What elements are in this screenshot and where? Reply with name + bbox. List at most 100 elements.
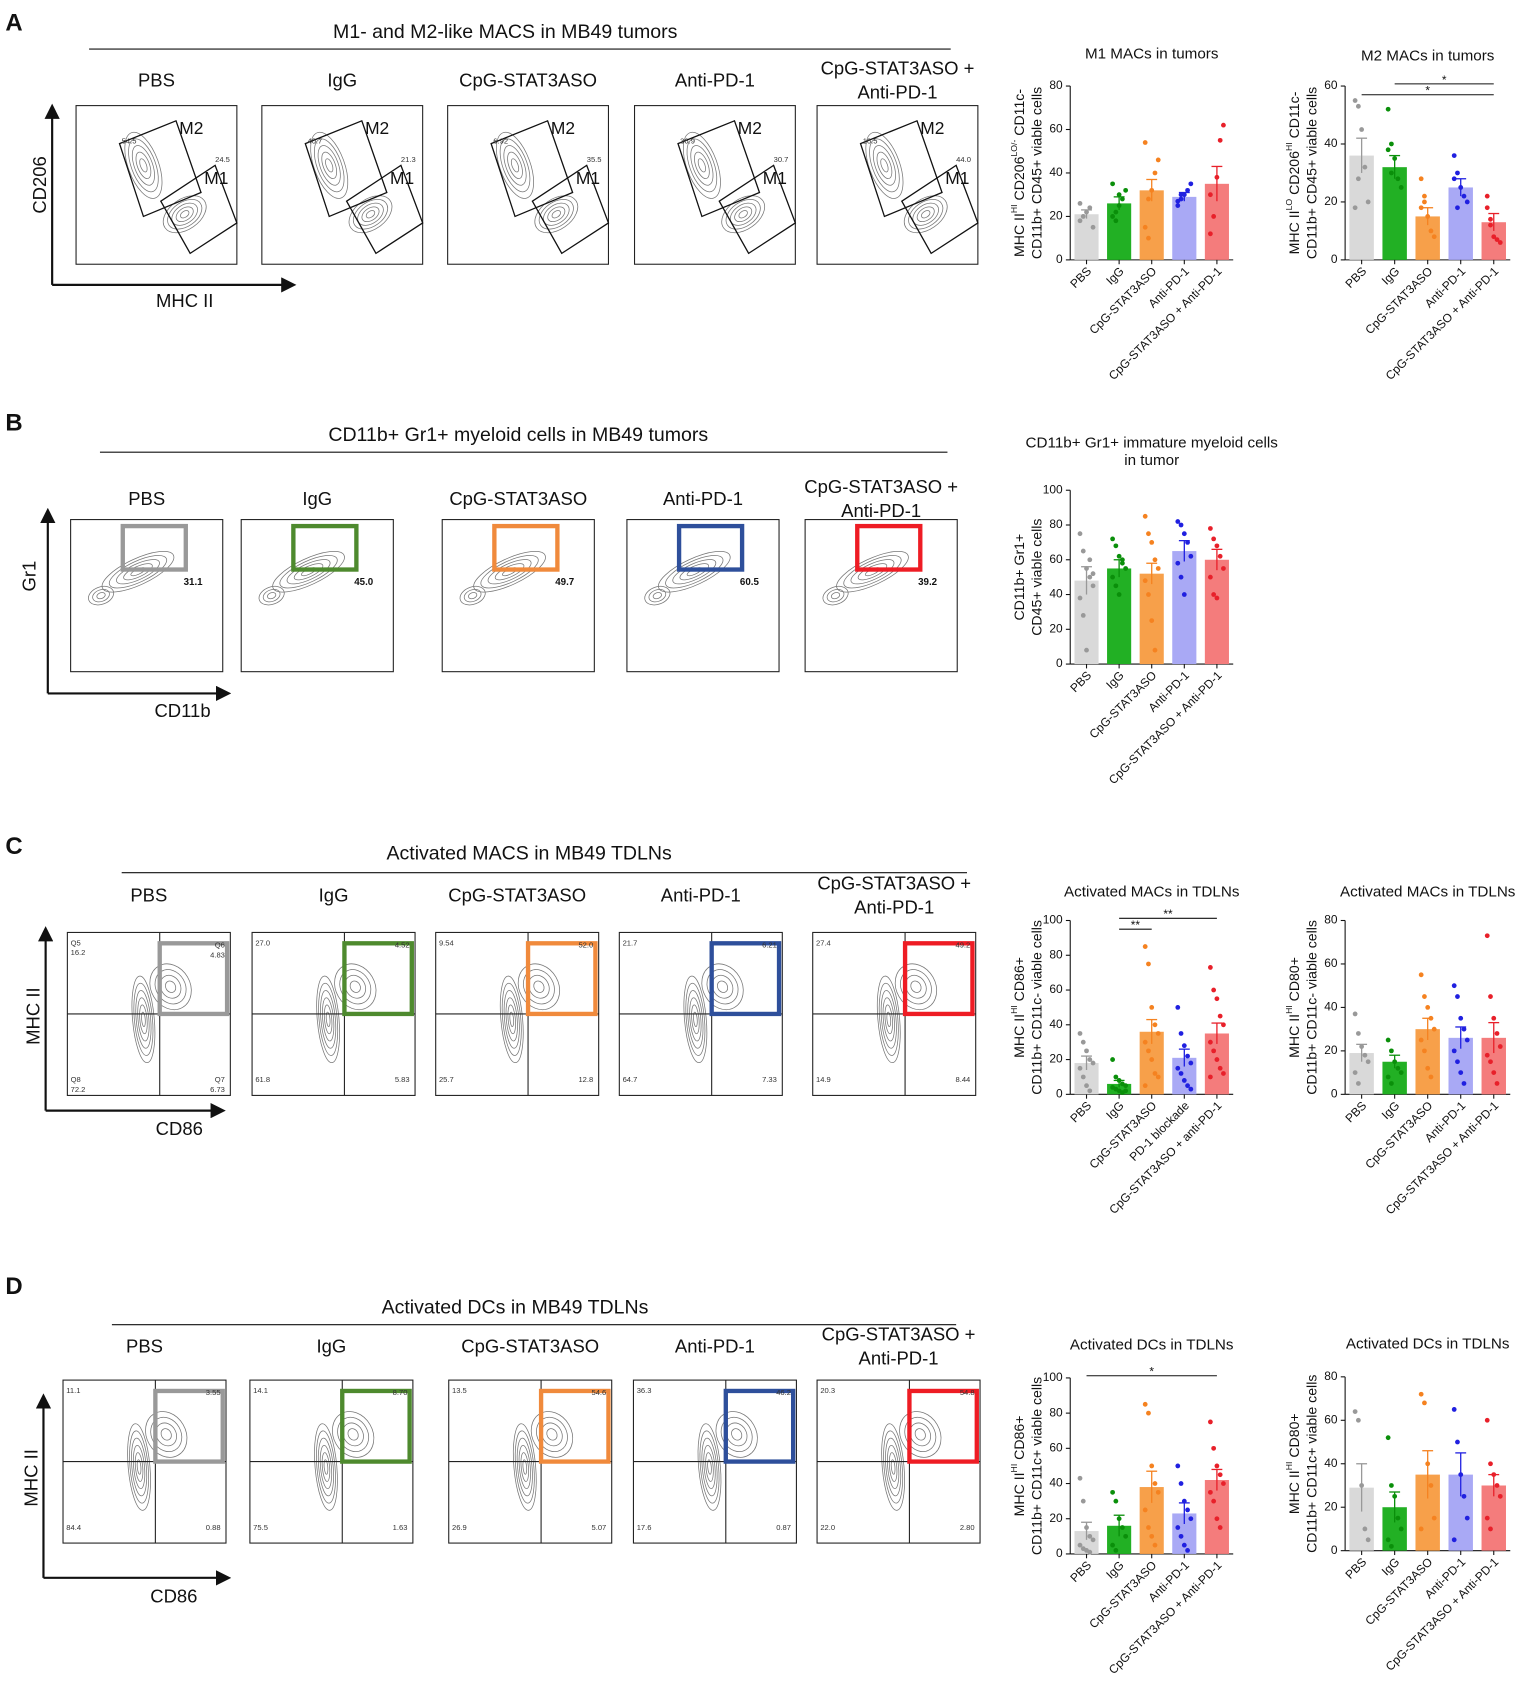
data-point — [1207, 1039, 1213, 1045]
data-point — [1488, 1526, 1493, 1532]
gate-value: 31.1 — [184, 577, 204, 588]
data-point — [1152, 647, 1158, 653]
y-tick-label: 0 — [1331, 1543, 1338, 1557]
data-point — [1352, 1070, 1358, 1075]
contour — [648, 589, 667, 603]
bar — [1139, 190, 1164, 260]
data-point — [1087, 205, 1093, 211]
gate-name: M1 — [763, 168, 787, 188]
data-point — [1146, 1410, 1151, 1416]
quadrant-value: 5.07 — [591, 1523, 606, 1532]
chart-title: M1 MACs in tumors — [1085, 46, 1219, 63]
data-point — [1207, 231, 1213, 237]
contour — [534, 195, 579, 234]
y-axis-label: CD11b+ CD11c- viable cells — [1028, 920, 1044, 1095]
significance-label: * — [1149, 1365, 1154, 1379]
data-point — [1207, 574, 1213, 580]
data-point — [1080, 548, 1086, 554]
data-point — [1488, 1461, 1493, 1467]
y-label-part: HI — [1010, 1005, 1020, 1014]
x-tick-label: IgG — [1379, 1555, 1403, 1579]
data-point — [1077, 531, 1083, 537]
contour — [310, 131, 349, 199]
data-point — [1362, 1526, 1368, 1532]
quadrant-value: 12.8 — [578, 1075, 593, 1084]
gate-name: M1 — [576, 168, 600, 188]
data-point — [1352, 1409, 1358, 1414]
contour — [878, 982, 899, 1056]
quadrant-value: 20.3 — [820, 1386, 835, 1395]
plot-frame — [75, 105, 238, 265]
y-tick-label: 0 — [1331, 1086, 1338, 1100]
y-label-part: MHC II — [1286, 1014, 1302, 1058]
data-point — [1178, 1481, 1184, 1486]
data-point — [1355, 1031, 1361, 1036]
data-point — [1352, 205, 1358, 211]
contour — [131, 975, 156, 1064]
contour — [903, 195, 948, 234]
y-label-part: CD11b+ CD11c+ viable cells — [1028, 1377, 1044, 1555]
y-label-part: CD11c- — [1286, 91, 1302, 142]
y-tick-label: 20 — [1324, 1499, 1338, 1513]
data-point — [1155, 1074, 1161, 1080]
quadrant-value: 27.0 — [255, 938, 270, 947]
data-point — [1217, 1013, 1223, 1019]
quadrant-value: 21.7 — [623, 938, 638, 947]
y-axis-label: MHC II — [23, 987, 44, 1044]
y-axis-label: CD11b+ CD45+ viable cells — [1303, 87, 1319, 259]
contour — [272, 551, 345, 593]
y-axis-label: CD11b+ CD11c+ viable cells — [1028, 1377, 1044, 1555]
y-label-part: CD86+ — [1011, 957, 1027, 1005]
data-point — [1355, 1417, 1361, 1423]
contour — [124, 131, 163, 199]
data-point — [1422, 1048, 1427, 1054]
data-point — [1175, 1463, 1181, 1469]
data-point — [1149, 539, 1155, 545]
data-point — [1146, 196, 1151, 202]
contour — [518, 1444, 531, 1490]
y-label-part: CD86+ — [1011, 1416, 1027, 1464]
panel-title: Activated DCs in MB49 TDLNs — [382, 1297, 649, 1319]
contour — [473, 551, 546, 593]
plot-label: CpG-STAT3ASO — [449, 488, 587, 509]
data-point — [1451, 1537, 1457, 1543]
panel-letter: A — [5, 9, 22, 36]
gate-m2 — [677, 119, 761, 218]
data-point — [1175, 1005, 1181, 1010]
data-point — [1113, 543, 1119, 549]
data-point — [1110, 1057, 1115, 1062]
data-point — [1142, 944, 1148, 949]
plot-frame — [261, 105, 424, 265]
data-point — [1221, 122, 1226, 128]
gate — [153, 1388, 225, 1464]
chart-title: Activated DCs in TDLNs — [1070, 1336, 1234, 1353]
data-point — [1451, 1407, 1457, 1412]
contour — [127, 1423, 151, 1511]
data-point — [1188, 1086, 1194, 1092]
data-point — [1113, 218, 1119, 224]
contour — [139, 1004, 148, 1035]
data-point — [1077, 1475, 1083, 1481]
data-point — [1080, 1498, 1086, 1504]
quadrant-value: 27.4 — [816, 938, 831, 947]
data-point — [1077, 1031, 1083, 1036]
contour — [738, 210, 748, 219]
quadrant-value: 8.70 — [393, 1388, 408, 1397]
data-point — [1152, 1022, 1158, 1028]
plot-frame — [441, 519, 595, 673]
plot-label: Anti-PD-1 — [841, 500, 921, 521]
contour — [501, 982, 522, 1056]
quadrant-value: 4.83 — [210, 950, 225, 959]
contour — [133, 982, 154, 1056]
data-point — [1214, 595, 1220, 601]
data-point — [1087, 1549, 1093, 1555]
data-point — [1422, 199, 1427, 205]
data-point — [1422, 994, 1427, 999]
gate — [907, 1388, 979, 1464]
y-axis-label: MHC IIHI CD80+ — [1284, 1413, 1301, 1514]
data-point — [1451, 153, 1457, 158]
gate-m2 — [304, 119, 388, 218]
contour — [705, 1452, 714, 1482]
y-tick-label: 20 — [1324, 1043, 1338, 1057]
